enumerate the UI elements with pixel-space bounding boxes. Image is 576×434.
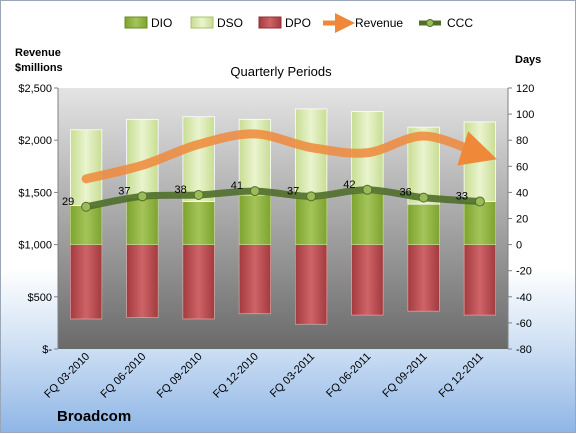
legend-dpo-label: DPO	[285, 16, 311, 30]
bar-dio	[407, 203, 440, 245]
ccc-data-label: 36	[400, 187, 412, 199]
ccc-point	[306, 191, 317, 202]
bar-dpo	[295, 244, 328, 325]
bar-dpo	[463, 244, 496, 316]
plot-area	[58, 88, 508, 349]
left-tick-label: $2,500	[18, 83, 52, 95]
left-axis-label-units: $millions	[15, 62, 63, 74]
ccc-data-label: 38	[175, 184, 187, 196]
ccc-data-label: 33	[456, 191, 468, 203]
x-tick-label: FQ 12-2011	[437, 351, 486, 400]
legend-revenue-label: Revenue	[355, 16, 403, 30]
ccc-point	[418, 192, 429, 203]
bar-dio	[70, 205, 103, 245]
bar-dio	[182, 201, 215, 245]
chart-title: Quarterly Periods	[230, 64, 332, 79]
right-tick-label: -80	[516, 344, 532, 356]
left-axis-label-line1: Revenue $millions	[15, 47, 64, 74]
ccc-point	[249, 186, 260, 197]
bar-dpo	[351, 244, 384, 316]
revenue-series	[81, 129, 498, 184]
revenue-line	[81, 129, 498, 184]
bar-dpo	[407, 244, 440, 312]
ccc-data-label: 41	[231, 180, 243, 192]
x-tick-label: FQ 03-2011	[268, 351, 317, 400]
company-name: Broadcom	[57, 408, 131, 425]
left-tick-label: $2,000	[18, 135, 52, 147]
right-tick-label: 40	[516, 187, 528, 199]
x-tick-label: FQ 03-2010	[42, 351, 92, 401]
right-tick-label: 100	[516, 109, 534, 121]
left-tick-label: $-	[42, 344, 52, 356]
legend-dio-swatch	[124, 16, 148, 29]
legend-dso-swatch	[190, 16, 214, 29]
ccc-data-label: 29	[62, 196, 74, 208]
legend-ccc-marker	[426, 19, 434, 27]
right-tick-label: 80	[516, 135, 528, 147]
bar-dio	[126, 197, 159, 245]
ccc-data-label: 37	[287, 185, 299, 197]
x-tick-label: FQ 09-2011	[380, 351, 429, 400]
legend: DIO DSO DPO Revenue CCC	[124, 13, 473, 33]
right-tick-label: -60	[516, 318, 532, 330]
x-tick-label: FQ 12-2010	[211, 351, 261, 401]
x-tick-label: FQ 06-2011	[324, 351, 373, 400]
bar-dpo	[182, 244, 215, 320]
right-tick-label: -20	[516, 266, 532, 278]
bar-dio	[463, 201, 496, 245]
bar-dpo	[70, 244, 103, 320]
ccc-point	[362, 184, 373, 195]
bar-dpo	[238, 244, 271, 315]
legend-dio-label: DIO	[151, 16, 172, 30]
right-tick-label: 20	[516, 214, 528, 226]
ccc-data-label: 42	[343, 179, 355, 191]
right-tick-label: 120	[516, 83, 534, 95]
x-tick-label: FQ 09-2010	[155, 351, 205, 401]
legend-dpo-swatch	[258, 16, 282, 29]
bar-dpo	[126, 244, 159, 318]
left-axis-label-revenue: Revenue	[15, 47, 61, 59]
bar-dio	[238, 194, 271, 245]
x-tick-label: FQ 06-2010	[99, 351, 149, 401]
left-tick-label: $1,000	[18, 240, 52, 252]
ccc-point	[193, 190, 204, 201]
x-axis-labels: FQ 03-2010 FQ 06-2010 FQ 09-2010 FQ 12-2010…	[42, 351, 486, 401]
ccc-point	[81, 201, 92, 212]
bar-dio	[351, 192, 384, 245]
legend-ccc-label: CCC	[447, 16, 473, 30]
right-tick-label: 60	[516, 161, 528, 173]
ccc-series: 29 37 38 41 37 42 36 33	[62, 179, 485, 212]
left-tick-label: $1,500	[18, 187, 52, 199]
ccc-data-label: 37	[118, 185, 130, 197]
bar-dio	[295, 197, 328, 245]
bar-dso	[69, 129, 103, 206]
right-tick-label: -40	[516, 292, 532, 304]
ccc-point	[137, 191, 148, 202]
legend-dso-label: DSO	[217, 16, 243, 30]
axes: $- $500 $1,000 $1,500 $2,000 $2,500 -80 -60 -40 -…	[18, 83, 534, 356]
bar-dso	[463, 121, 497, 202]
right-axis-label: Days	[515, 54, 541, 66]
left-tick-label: $500	[28, 292, 52, 304]
right-tick-label: 0	[516, 240, 522, 252]
bar-dso	[182, 116, 215, 202]
ccc-point	[474, 196, 485, 207]
